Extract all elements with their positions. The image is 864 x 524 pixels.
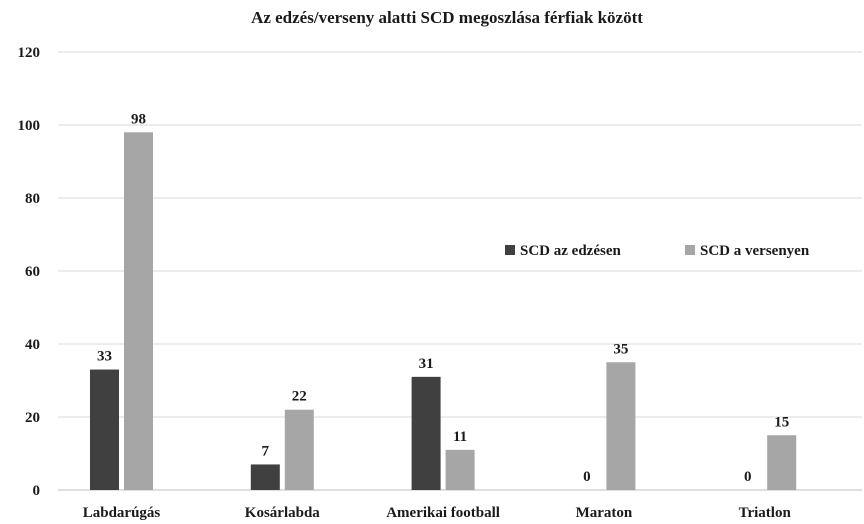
bar-competition bbox=[445, 449, 475, 490]
data-label: 15 bbox=[774, 414, 789, 430]
data-label: 0 bbox=[744, 469, 752, 485]
bars bbox=[90, 132, 797, 491]
bar-competition bbox=[284, 409, 314, 490]
legend-label: SCD az edzésen bbox=[520, 243, 621, 259]
y-tick-label: 20 bbox=[25, 410, 40, 426]
bar-competition bbox=[606, 362, 636, 490]
bar-competition bbox=[124, 132, 153, 491]
data-label: 22 bbox=[292, 389, 307, 405]
data-label: 35 bbox=[613, 341, 628, 357]
data-label: 31 bbox=[419, 356, 434, 372]
data-label: 0 bbox=[583, 469, 591, 485]
y-tick-label: 60 bbox=[25, 264, 40, 280]
x-tick-label: Maraton bbox=[576, 505, 633, 521]
x-axis: Labdarúgás Kosárlabda Amerikai football Mar… bbox=[83, 505, 792, 521]
y-tick-label: 0 bbox=[33, 483, 41, 499]
data-labels: 33 98 7 22 31 11 0 35 0 15 bbox=[97, 111, 789, 485]
y-axis: 0 20 40 60 80 100 120 bbox=[18, 45, 41, 499]
legend-label: SCD a versenyen bbox=[700, 243, 810, 259]
data-label: 11 bbox=[453, 429, 467, 445]
bar-training bbox=[250, 464, 280, 490]
bar-training bbox=[411, 376, 441, 490]
y-tick-label: 120 bbox=[18, 45, 41, 61]
chart-title: Az edzés/verseny alatti SCD megoszlása f… bbox=[251, 8, 643, 27]
data-label: 7 bbox=[262, 443, 270, 459]
x-tick-label: Amerikai football bbox=[386, 505, 500, 521]
x-tick-label: Kosárlabda bbox=[245, 505, 321, 521]
bar-training bbox=[90, 369, 119, 490]
data-label: 33 bbox=[97, 349, 112, 365]
legend-swatch bbox=[505, 245, 515, 255]
gridlines bbox=[58, 51, 862, 491]
y-tick-label: 80 bbox=[25, 191, 40, 207]
bar-competition bbox=[767, 435, 797, 490]
x-tick-label: Labdarúgás bbox=[83, 505, 161, 521]
data-label: 98 bbox=[131, 111, 146, 127]
y-tick-label: 100 bbox=[18, 118, 41, 134]
x-tick-label: Triatlon bbox=[739, 505, 792, 521]
y-tick-label: 40 bbox=[25, 337, 40, 353]
legend: SCD az edzésen SCD a versenyen bbox=[505, 243, 810, 259]
legend-swatch bbox=[685, 245, 695, 255]
